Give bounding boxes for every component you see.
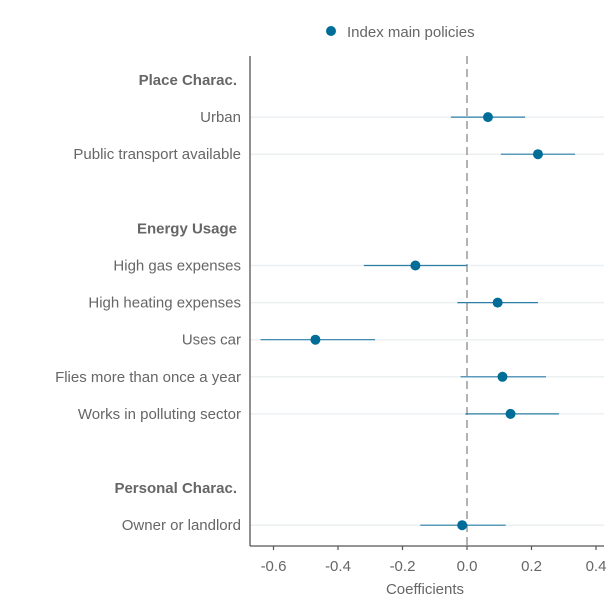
point-owner-or-landlord: [457, 520, 468, 531]
legend-swatch-index-main-policies: [326, 26, 336, 36]
row-label-flies-more-than-once-a-year: Flies more than once a year: [55, 369, 241, 386]
x-tick-label-neg0-2: -0.2: [390, 558, 416, 575]
axes: -0.6 -0.4 -0.2 0.0 0.2 0.4: [249, 56, 607, 575]
row-label-high-heating-expenses: High heating expenses: [88, 295, 241, 312]
point-works-in-polluting-sector: [505, 408, 516, 419]
legend-label-index-main-policies: Index main policies: [347, 24, 475, 41]
x-tick-label-0-2: 0.2: [521, 558, 542, 575]
row-label-urban: Urban: [200, 109, 241, 126]
data-marks: [260, 112, 576, 531]
x-axis-title: Coefficients: [386, 581, 464, 598]
x-tick-label-neg0-6: -0.6: [261, 558, 287, 575]
gridlines: [250, 116, 604, 526]
group-label-energy-usage: Energy Usage: [137, 220, 237, 237]
point-high-gas-expenses: [410, 260, 421, 271]
row-label-owner-or-landlord: Owner or landlord: [122, 517, 241, 534]
row-label-public-transport-available: Public transport available: [73, 146, 241, 163]
x-tick-label-0-0: 0.0: [457, 558, 478, 575]
row-label-uses-car: Uses car: [182, 332, 241, 349]
point-urban: [482, 112, 493, 123]
x-tick-label-neg0-4: -0.4: [325, 558, 351, 575]
row-labels: Place Charac. Urban Public transport avail…: [55, 72, 241, 534]
row-label-high-gas-expenses: High gas expenses: [113, 258, 241, 275]
legend: Index main policies: [326, 24, 475, 41]
group-label-place-charac: Place Charac.: [139, 72, 237, 89]
group-label-personal-charac: Personal Charac.: [114, 480, 237, 497]
x-tick-label-0-4: 0.4: [586, 558, 607, 575]
point-flies-more-than-once-a-year: [497, 371, 508, 382]
row-label-works-in-polluting-sector: Works in polluting sector: [78, 406, 241, 423]
point-high-heating-expenses: [492, 297, 503, 308]
point-public-transport-available: [532, 149, 543, 160]
point-uses-car: [310, 334, 321, 345]
